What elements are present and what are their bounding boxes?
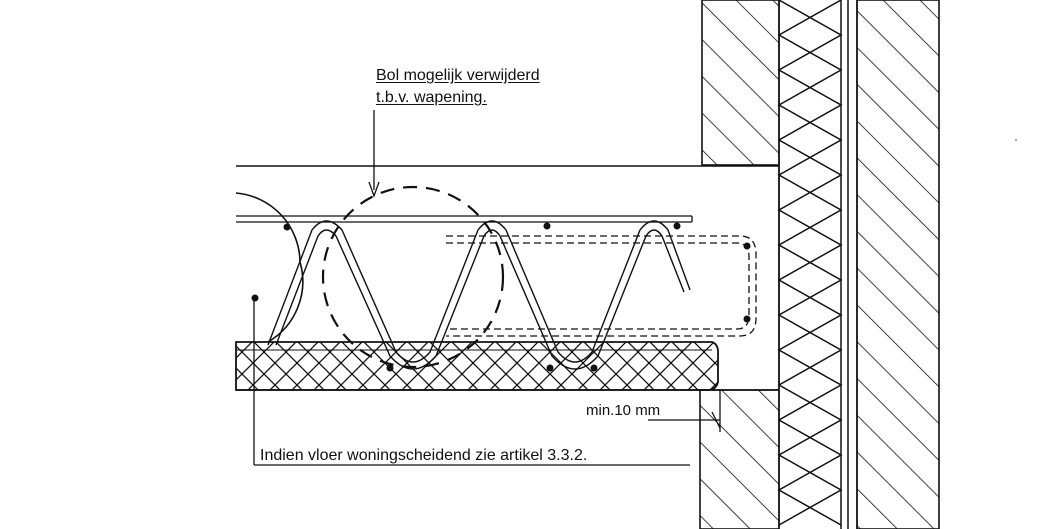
annotation-min-gap: min.10 mm — [586, 402, 661, 419]
lattice-girder — [267, 220, 691, 370]
edge-u-bar-dashed — [446, 235, 757, 337]
annotation-vloer-note: Indien vloer woningscheidend zie artikel… — [260, 447, 588, 464]
annotation-bol-line2: t.b.v. wapening. — [376, 89, 487, 106]
annotation-bol-line1: Bol mogelijk verwijderd — [376, 67, 540, 84]
speck — [1015, 139, 1017, 141]
wall-outer-leaf-lower — [699, 389, 780, 529]
top-reinforcement-bar — [236, 215, 693, 223]
leader-min-gap — [648, 390, 721, 432]
wall-cavity — [847, 0, 858, 529]
wall-outer-leaf-upper — [701, 0, 780, 166]
wall-inner-leaf — [856, 0, 940, 529]
removable-void-sphere — [321, 185, 505, 369]
wall-insulation-band — [777, 0, 843, 529]
floor-bottom-plate — [235, 341, 719, 391]
leader-bol — [368, 110, 380, 198]
leader-vloer — [253, 298, 690, 466]
rebar-dots — [251, 222, 751, 372]
